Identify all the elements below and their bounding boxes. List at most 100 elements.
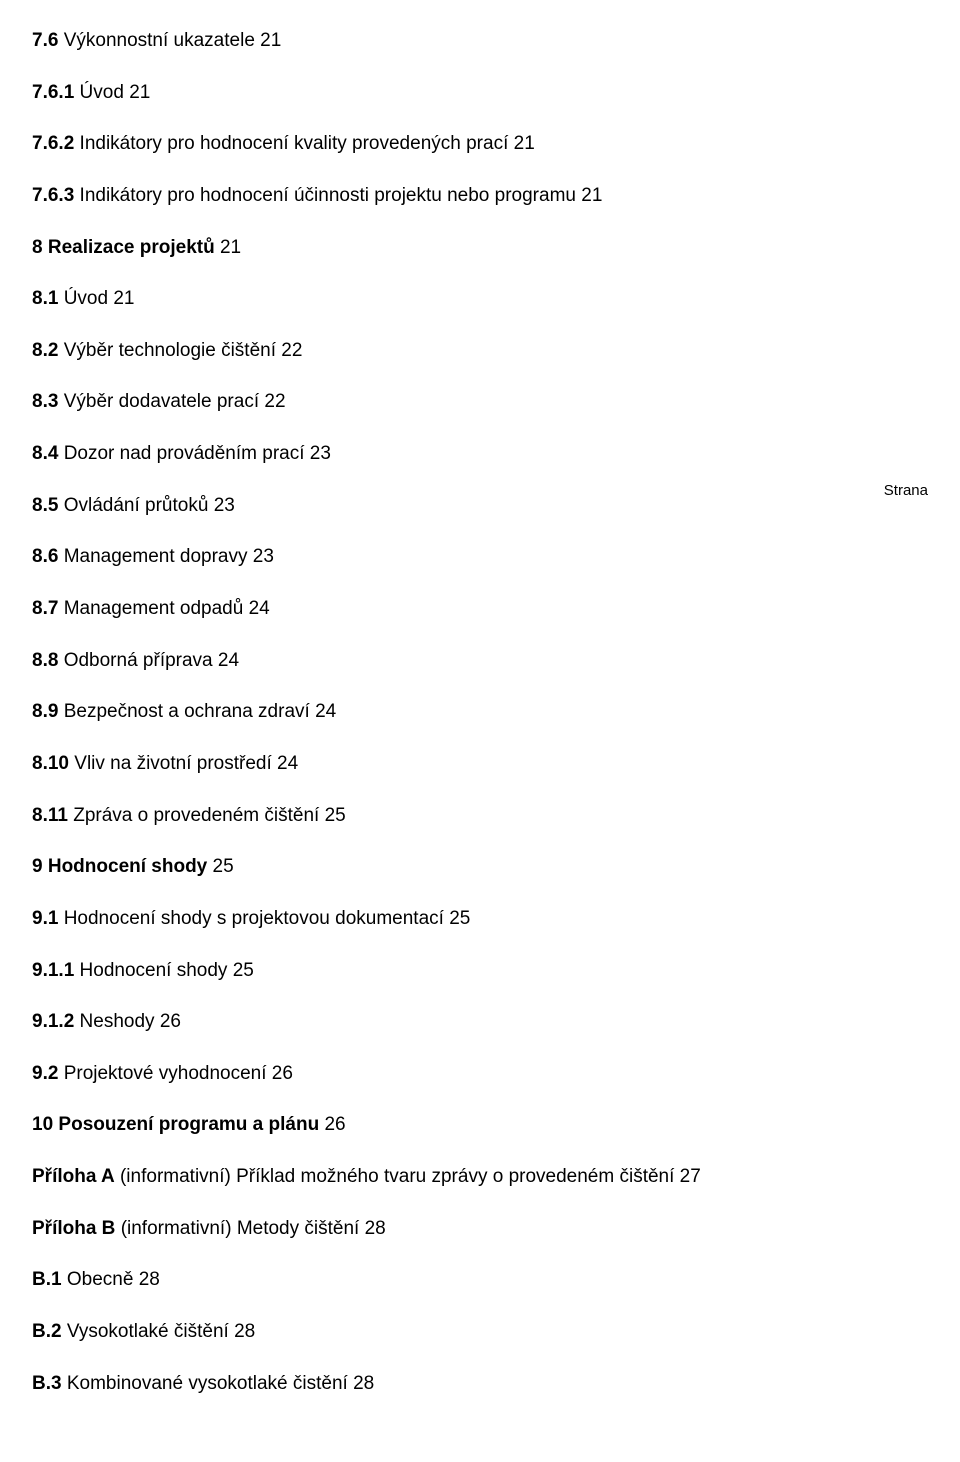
- toc-entry-number: 8.9: [32, 701, 58, 722]
- toc-entry-page: 28: [365, 1218, 386, 1239]
- toc-entry-title: Zpráva o provedeném čištění: [73, 805, 319, 826]
- toc-entry-page: 26: [272, 1063, 293, 1084]
- toc-entry-title: Hodnocení shody: [80, 960, 228, 981]
- toc-entry-number: 9: [32, 856, 43, 877]
- toc-entry: 7.6.2 Indikátory pro hodnocení kvality p…: [32, 131, 928, 157]
- toc-entry-title: Bezpečnost a ochrana zdraví: [64, 701, 310, 722]
- toc-entry-number: 8.5: [32, 495, 58, 516]
- toc-entry-number: 7.6.2: [32, 133, 74, 154]
- toc-entry-page: 28: [139, 1269, 160, 1290]
- toc-entry: 8.2 Výběr technologie čištění 22: [32, 338, 928, 364]
- toc-entry-title: Výkonnostní ukazatele: [64, 30, 255, 51]
- toc-entry: 9.1 Hodnocení shody s projektovou dokume…: [32, 906, 928, 932]
- toc-entry-page: 25: [325, 805, 346, 826]
- toc-entry-page: 25: [213, 856, 234, 877]
- toc-entry: 10 Posouzení programu a plánu 26: [32, 1112, 928, 1138]
- toc-entry: 9.1.1 Hodnocení shody 25: [32, 958, 928, 984]
- toc-entry-page: 24: [249, 598, 270, 619]
- toc-entry-title: Obecně: [67, 1269, 134, 1290]
- toc-entry: Příloha A (informativní) Příklad možného…: [32, 1164, 928, 1190]
- toc-entry-page: 23: [253, 546, 274, 567]
- toc-entry-number: 7.6.3: [32, 185, 74, 206]
- toc-entry: B.1 Obecně 28: [32, 1267, 928, 1293]
- toc-entry-annex-prefix: Příloha A: [32, 1166, 115, 1187]
- toc-entry-title: Vliv na životní prostředí: [74, 753, 271, 774]
- toc-entry-page: 26: [160, 1011, 181, 1032]
- toc-entry: 8.10 Vliv na životní prostředí 24: [32, 751, 928, 777]
- toc-entry-annex-note: (informativní) Příklad možného tvaru zpr…: [120, 1166, 674, 1187]
- toc-entry-number: 8.2: [32, 340, 58, 361]
- toc-entry-title: Úvod: [64, 288, 108, 309]
- toc-entry: 8.9 Bezpečnost a ochrana zdraví 24: [32, 699, 928, 725]
- toc-entry-page: 27: [680, 1166, 701, 1187]
- toc-entry: 8.4 Dozor nad prováděním prací 23: [32, 441, 928, 467]
- toc-entry-annex-note: (informativní) Metody čištění: [121, 1218, 360, 1239]
- toc-entry-title: Neshody: [80, 1011, 155, 1032]
- toc-entry-number: 8.10: [32, 753, 69, 774]
- toc-entry-title: Úvod: [80, 82, 124, 103]
- toc-entry-page: 21: [514, 133, 535, 154]
- toc-entry-number: 8.11: [32, 805, 68, 826]
- toc-entry-page: 23: [310, 443, 331, 464]
- toc-entry-title: Výběr technologie čištění: [64, 340, 276, 361]
- toc-entry-number: 8.1: [32, 288, 58, 309]
- toc-entry-title: Dozor nad prováděním prací: [64, 443, 305, 464]
- toc-entry: 8.1 Úvod 21: [32, 286, 928, 312]
- toc-entry: 8.8 Odborná příprava 24: [32, 648, 928, 674]
- toc-entry-title: Management dopravy: [64, 546, 248, 567]
- toc-entry-number: 9.2: [32, 1063, 58, 1084]
- toc-entry-number: B.2: [32, 1321, 62, 1342]
- table-of-contents: 7.6 Výkonnostní ukazatele 217.6.1 Úvod 2…: [32, 28, 928, 1396]
- toc-entry-page: 24: [218, 650, 239, 671]
- toc-entry: 9.2 Projektové vyhodnocení 26: [32, 1061, 928, 1087]
- toc-entry-title: Kombinované vysokotlaké čistění: [67, 1373, 348, 1394]
- toc-entry: 8.7 Management odpadů 24: [32, 596, 928, 622]
- toc-entry-title: Projektové vyhodnocení: [64, 1063, 267, 1084]
- toc-entry: 8.5 Ovládání průtoků 23: [32, 493, 928, 519]
- toc-entry-number: 9.1.1: [32, 960, 74, 981]
- toc-entry-number: 8: [32, 237, 43, 258]
- toc-entry-title: Management odpadů: [64, 598, 244, 619]
- toc-entry-number: 7.6: [32, 30, 58, 51]
- toc-entry: 8.11 Zpráva o provedeném čištění 25: [32, 803, 928, 829]
- toc-entry-page: 24: [315, 701, 336, 722]
- toc-entry-page: 28: [353, 1373, 374, 1394]
- toc-entry-title: Indikátory pro hodnocení kvality provede…: [80, 133, 509, 154]
- toc-entry-annex-prefix: Příloha B: [32, 1218, 115, 1239]
- toc-entry-page: 22: [281, 340, 302, 361]
- toc-entry-number: 8.3: [32, 391, 58, 412]
- toc-entry-page: 21: [220, 237, 241, 258]
- toc-entry-number: 9.1.2: [32, 1011, 74, 1032]
- toc-entry-title: Hodnocení shody s projektovou dokumentac…: [64, 908, 444, 929]
- toc-entry-number: 8.4: [32, 443, 58, 464]
- toc-entry-title: Výběr dodavatele prací: [64, 391, 259, 412]
- toc-entry-number: 9.1: [32, 908, 58, 929]
- toc-entry-page: 21: [581, 185, 602, 206]
- toc-entry: 7.6.1 Úvod 21: [32, 80, 928, 106]
- toc-entry-title: Realizace projektů: [48, 237, 215, 258]
- toc-entry-page: 21: [260, 30, 281, 51]
- toc-entry-title: Odborná příprava: [64, 650, 213, 671]
- page-column-label: Strana: [884, 481, 928, 501]
- toc-entry: 7.6 Výkonnostní ukazatele 21: [32, 28, 928, 54]
- toc-entry-number: B.3: [32, 1373, 62, 1394]
- toc-entry: B.2 Vysokotlaké čištění 28: [32, 1319, 928, 1345]
- toc-entry-page: 22: [264, 391, 285, 412]
- toc-entry-page: 24: [277, 753, 298, 774]
- toc-entry: 8.6 Management dopravy 23: [32, 544, 928, 570]
- toc-entry-title: Posouzení programu a plánu: [58, 1114, 319, 1135]
- toc-entry: 8.3 Výběr dodavatele prací 22: [32, 389, 928, 415]
- toc-entry-number: 7.6.1: [32, 82, 74, 103]
- toc-entry: B.3 Kombinované vysokotlaké čistění 28: [32, 1371, 928, 1397]
- toc-entry-page: 25: [449, 908, 470, 929]
- toc-entry-title: Vysokotlaké čištění: [67, 1321, 229, 1342]
- toc-entry-page: 23: [214, 495, 235, 516]
- toc-entry-page: 21: [129, 82, 150, 103]
- toc-entry: 9.1.2 Neshody 26: [32, 1009, 928, 1035]
- toc-entry: 7.6.3 Indikátory pro hodnocení účinnosti…: [32, 183, 928, 209]
- toc-entry-page: 25: [233, 960, 254, 981]
- toc-entry-number: 8.7: [32, 598, 58, 619]
- toc-entry-title: Hodnocení shody: [48, 856, 207, 877]
- toc-entry-page: 21: [113, 288, 134, 309]
- toc-entry: 9 Hodnocení shody 25: [32, 854, 928, 880]
